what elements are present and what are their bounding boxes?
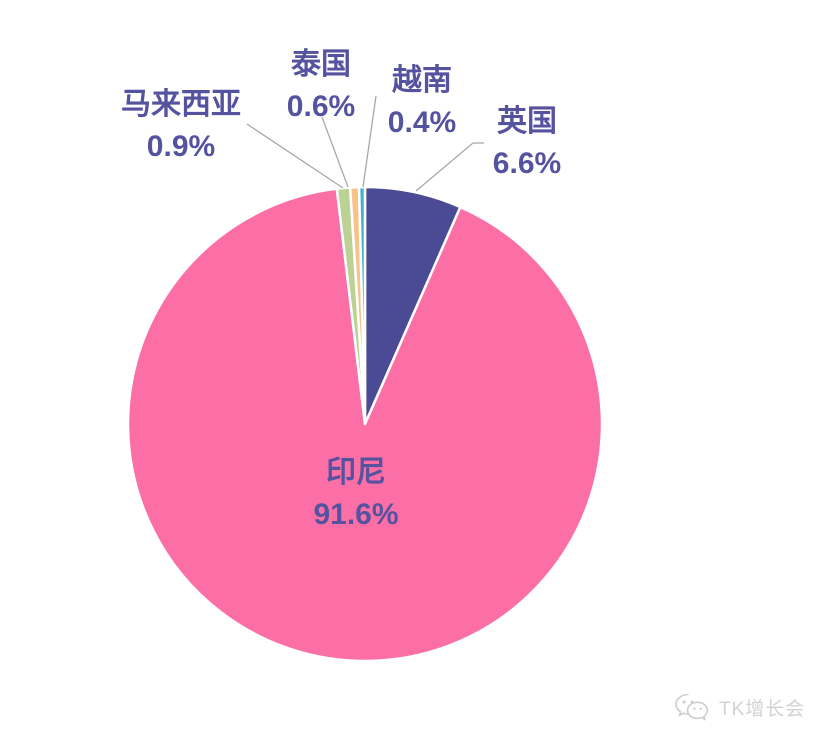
leader-line-malaysia bbox=[246, 123, 344, 189]
slice-percent: 0.4% bbox=[387, 106, 457, 139]
slice-percent: 0.6% bbox=[286, 90, 356, 123]
wechat-icon bbox=[674, 692, 714, 722]
watermark-text: TK增长会 bbox=[719, 698, 806, 720]
slice-label-thailand: 泰国 0.6% bbox=[287, 44, 355, 128]
slice-percent: 6.6% bbox=[492, 147, 562, 180]
slice-label-malaysia: 马来西亚 0.9% bbox=[121, 84, 241, 168]
leader-line-uk bbox=[415, 142, 484, 192]
slice-label-vietnam: 越南 0.4% bbox=[388, 60, 456, 144]
slice-label-uk: 英国 6.6% bbox=[493, 101, 561, 185]
leader-line-thailand bbox=[321, 116, 349, 188]
slice-label-indonesia: 印尼 91.6% bbox=[313, 452, 398, 536]
slice-percent: 0.9% bbox=[146, 130, 216, 163]
leader-line-vietnam bbox=[362, 95, 377, 188]
slice-percent: 91.6% bbox=[313, 498, 399, 531]
watermark: TK增长会 bbox=[674, 691, 805, 723]
slice-name: 越南 bbox=[391, 64, 452, 97]
pie-slice-vietnam bbox=[357, 185, 367, 426]
slice-name: 泰国 bbox=[290, 48, 351, 81]
slice-name: 英国 bbox=[496, 105, 557, 138]
slice-name: 印尼 bbox=[325, 456, 386, 489]
slice-name: 马来西亚 bbox=[121, 88, 241, 121]
